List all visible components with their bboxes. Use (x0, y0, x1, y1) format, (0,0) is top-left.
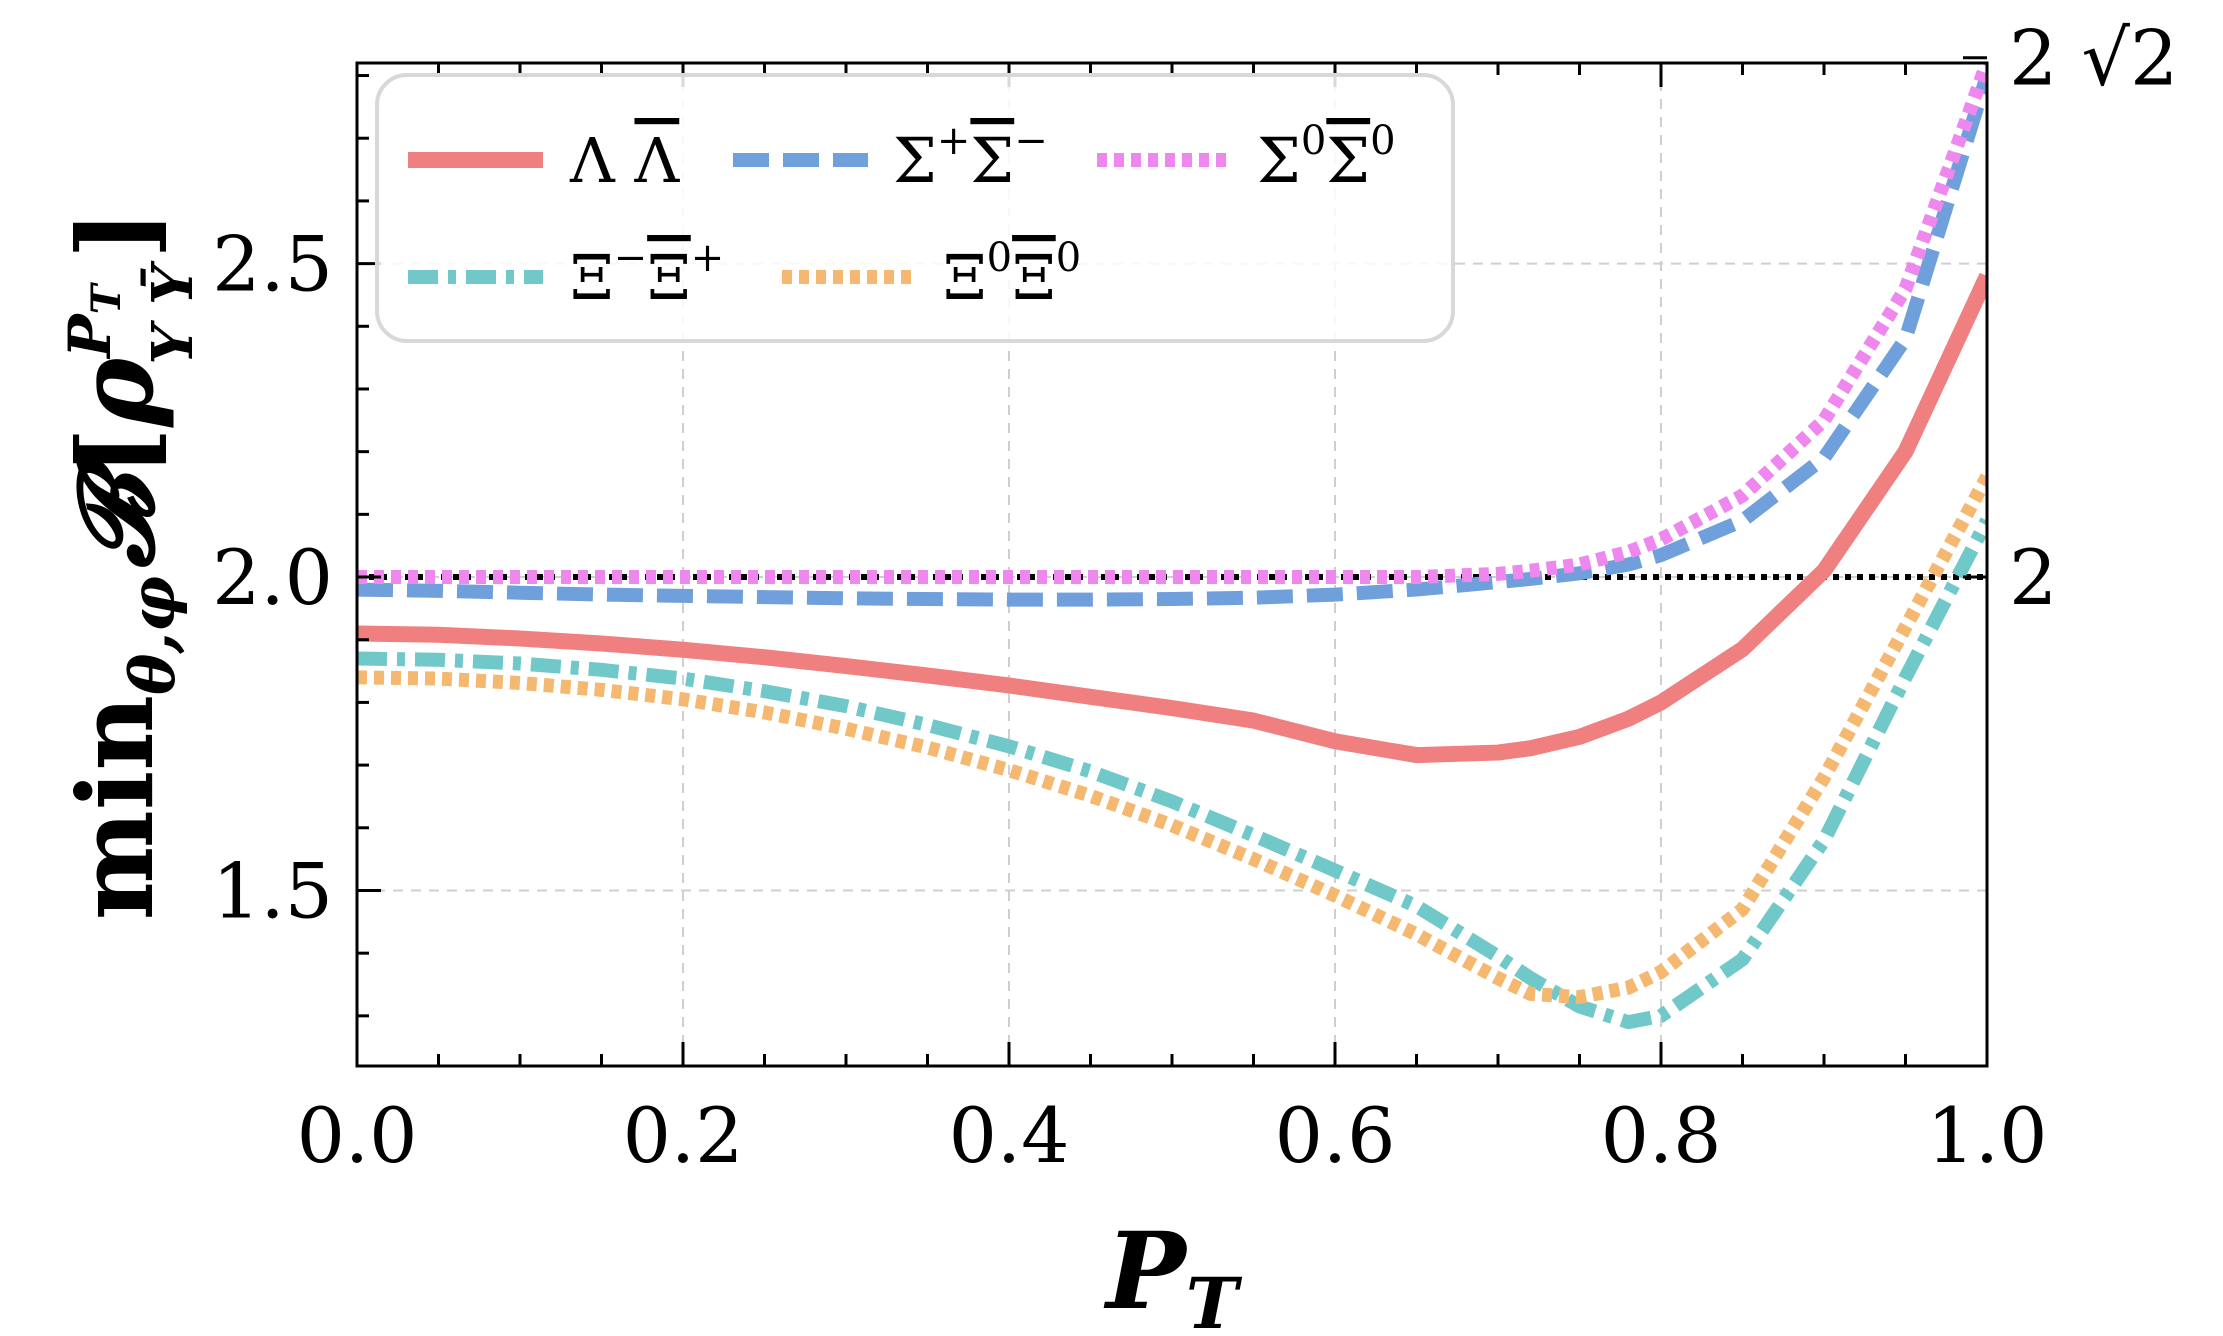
legend-label-bar: Ξ (647, 241, 691, 314)
legend-label-xi-zero: Ξ0Ξ0 (943, 235, 1081, 314)
legend-label-bar: Ξ (1012, 241, 1056, 314)
legend-entry: Λ Λ (408, 124, 680, 197)
series-line-2 (357, 63, 1987, 585)
legend-label-sup: + (937, 118, 971, 164)
x-axis-title-sub: T (1186, 1262, 1243, 1336)
legend-label-main: Ξ (570, 241, 614, 314)
y-tick-label: 2.5 (212, 220, 333, 309)
right-axis-label: 2 (2009, 533, 2057, 622)
legend-label-main: Ξ (943, 241, 987, 314)
y-axis-title-close: ] (54, 210, 177, 259)
legend-label-sup2: + (691, 235, 725, 281)
legend: Λ Λ Σ+Σ− Σ0Σ0 Ξ−Ξ+ Ξ0Ξ0 (375, 73, 1455, 343)
x-axis-title-main: P (1103, 1208, 1189, 1333)
x-tick-label: 0.8 (1601, 1091, 1722, 1180)
y-axis-title: minθ,φ𝓑[ρPT Y Ȳ] (54, 210, 206, 920)
x-tick-label: 1.0 (1927, 1091, 2048, 1180)
series-line-0 (357, 272, 1987, 764)
legend-label-sigma-plus: Σ+Σ− (893, 118, 1048, 197)
legend-entry: Σ0Σ0 (1097, 118, 1396, 197)
legend-label-main: Σ (1257, 124, 1301, 197)
legend-label-sup2: 0 (1056, 235, 1081, 281)
legend-entry: Σ+Σ− (733, 118, 1048, 197)
y-tick-label: 2.0 (212, 533, 333, 622)
series-line-4 (357, 473, 1987, 1005)
legend-label-sup: 0 (1301, 118, 1326, 164)
y-axis-title-open: [ (54, 427, 177, 476)
legend-label-xi-minus: Ξ−Ξ+ (570, 235, 724, 314)
legend-label-sup2: − (1014, 118, 1048, 164)
y-axis-title-rho-sup-sub: T (83, 281, 130, 314)
x-axis-title: PT (1103, 1208, 1243, 1336)
x-tick-label: 0.6 (1275, 1091, 1396, 1180)
legend-label-sup2: 0 (1370, 118, 1395, 164)
legend-label-main: Σ (893, 124, 937, 197)
y-axis-title-func: min (54, 695, 177, 920)
legend-label-sup: 0 (987, 235, 1012, 281)
y-axis-title-rho-sup: P (56, 313, 124, 360)
legend-label-main: Λ (569, 124, 634, 197)
legend-label-bar: Σ (970, 124, 1014, 197)
y-axis-title-rho: ρ (54, 357, 177, 428)
legend-label-bar: Λ (633, 124, 680, 197)
legend-label-lambda: Λ Λ (569, 124, 680, 197)
y-tick-label: 1.5 (212, 846, 333, 935)
x-tick-label: 0.2 (623, 1091, 744, 1180)
legend-entry: Ξ0Ξ0 (782, 235, 1081, 314)
legend-box (375, 73, 1455, 343)
legend-label-sup: − (614, 235, 648, 281)
x-tick-label: 0.0 (297, 1091, 418, 1180)
legend-label-sigma-zero: Σ0Σ0 (1257, 118, 1396, 197)
series-line-3 (357, 517, 1987, 1030)
y-axis-title-func-sub: θ,φ (116, 576, 189, 695)
tick-labels: 0.0 0.2 0.4 0.6 0.8 1.0 1.5 2.0 2.5 2 2 √2 (212, 14, 2178, 1180)
right-axis-label: 2 √2 (2009, 14, 2178, 103)
legend-entry: Ξ−Ξ+ (408, 235, 724, 314)
x-tick-label: 0.4 (949, 1091, 1070, 1180)
y-axis-title-rho-sub: Y Ȳ (140, 260, 206, 364)
series-layer (357, 63, 1987, 1030)
legend-label-bar: Σ (1326, 124, 1370, 197)
